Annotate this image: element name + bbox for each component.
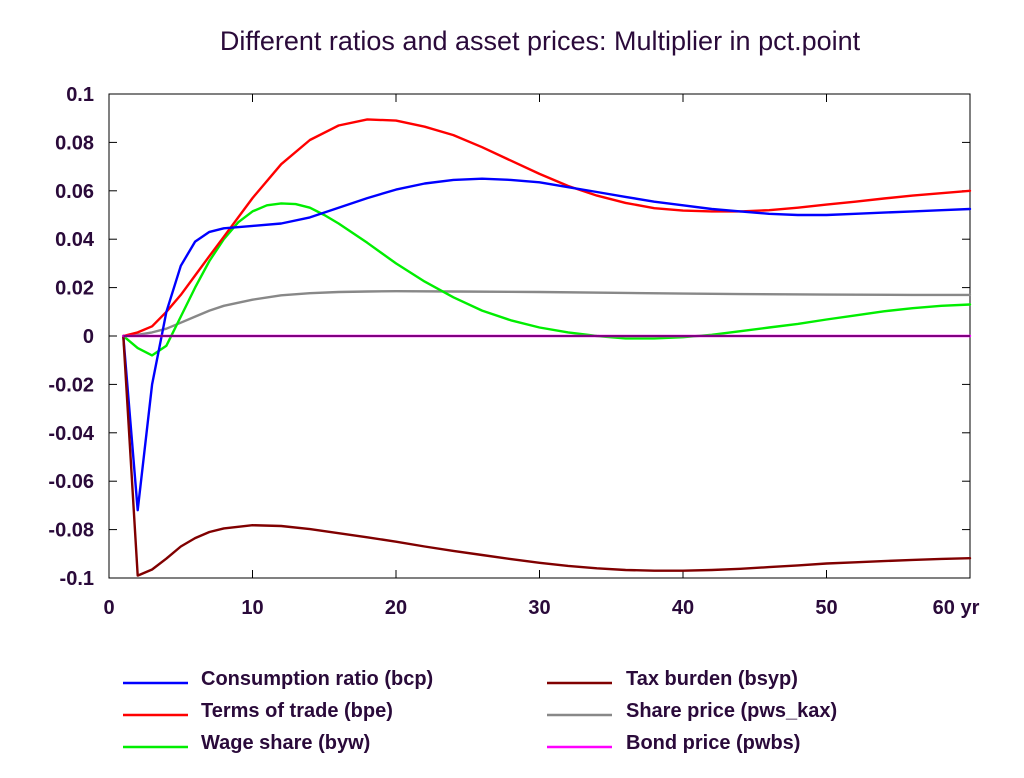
legend-item: Terms of trade (bpe)	[123, 700, 393, 722]
x-tick-label: 40	[672, 597, 694, 619]
legend-label: Share price (pws_kax)	[626, 700, 837, 722]
legend-label: Bond price (pwbs)	[626, 732, 800, 754]
series-line-terms-of-trade-bpe-	[122, 118, 972, 338]
legend-label: Consumption ratio (bcp)	[201, 668, 433, 690]
y-tick-label: -0.06	[48, 471, 94, 493]
x-tick-label: 60 yr	[933, 597, 980, 619]
y-tick-label: -0.04	[48, 423, 94, 445]
y-tick-label: 0.04	[55, 229, 95, 251]
x-tick-label: 0	[103, 597, 114, 619]
series-line-consumption-ratio-bcp-	[122, 177, 972, 512]
y-tick-label: 0.1	[66, 84, 94, 106]
series-line-wage-share-byw-	[122, 202, 972, 357]
x-tick-label: 10	[241, 597, 263, 619]
legend-label: Tax burden (bsyp)	[626, 668, 798, 690]
legend-label: Terms of trade (bpe)	[201, 700, 393, 722]
y-tick-label: 0.02	[55, 278, 94, 300]
series-line-share-price-pws-kax-	[122, 290, 972, 338]
legend-item: Wage share (byw)	[123, 732, 370, 754]
x-tick-label: 20	[385, 597, 407, 619]
legend-label: Wage share (byw)	[201, 732, 370, 754]
legend: Consumption ratio (bcp) Terms of trade (b…	[123, 668, 837, 754]
legend-item: Tax burden (bsyp)	[547, 668, 798, 690]
plot-area	[122, 118, 972, 577]
legend-item: Share price (pws_kax)	[547, 700, 837, 722]
series-line-tax-burden-bsyp-	[122, 334, 972, 577]
legend-item: Consumption ratio (bcp)	[123, 668, 433, 690]
y-tick-label: 0.06	[55, 181, 94, 203]
y-tick-label: -0.1	[60, 568, 94, 590]
y-tick-label: -0.02	[48, 374, 94, 396]
x-tick-label: 30	[528, 597, 550, 619]
chart-title: Different ratios and asset prices: Multi…	[220, 26, 861, 56]
y-tick-label: 0.08	[55, 132, 94, 154]
legend-item: Bond price (pwbs)	[547, 732, 800, 754]
x-tick-label: 50	[815, 597, 837, 619]
axes: 0.1 0.08 0.06 0.04 0.02 0 -0.02 -0.04 -0.06 -0.08…	[48, 84, 979, 619]
y-tick-label: -0.08	[48, 520, 94, 542]
y-tick-label: 0	[83, 326, 94, 348]
